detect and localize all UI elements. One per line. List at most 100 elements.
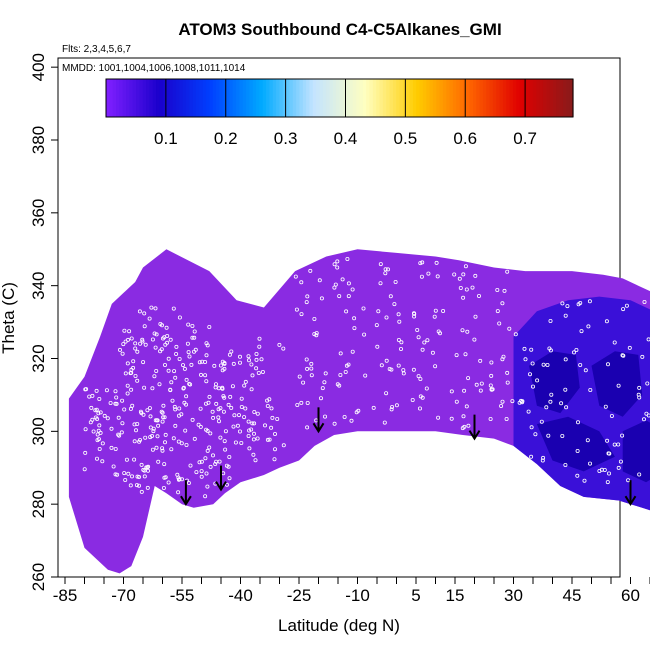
obs-point-620 <box>640 354 645 359</box>
obs-point-24 <box>98 410 103 415</box>
obs-point-383 <box>309 366 314 371</box>
obs-point-1 <box>91 429 96 434</box>
chart-title: ATOM3 Southbound C4-C5Alkanes_GMI <box>178 20 501 39</box>
obs-point-524 <box>489 373 494 378</box>
obs-point-439 <box>398 346 403 351</box>
obs-point-288 <box>222 439 227 444</box>
colorbar-swatch-7 <box>129 79 134 117</box>
obs-point-450 <box>420 347 425 352</box>
colorbar-swatch-61 <box>309 79 314 117</box>
obs-point-529 <box>500 399 505 404</box>
obs-point-164 <box>172 369 177 374</box>
obs-point-157 <box>172 404 177 409</box>
obs-point-133 <box>138 341 143 346</box>
obs-point-321 <box>233 440 238 445</box>
colorbar-swatch-105 <box>456 79 461 117</box>
obs-point-552 <box>529 347 534 352</box>
obs-point-570 <box>587 299 592 304</box>
obs-point-75 <box>128 483 133 488</box>
obs-point-20 <box>105 416 110 421</box>
obs-point-412 <box>332 421 337 426</box>
colorbar-swatch-51 <box>276 79 281 117</box>
colorbar-swatch-79 <box>369 79 374 117</box>
obs-point-331 <box>251 452 256 457</box>
colorbar-swatch-44 <box>252 79 257 117</box>
obs-point-309 <box>246 354 251 359</box>
obs-point-393 <box>335 259 340 264</box>
obs-point-347 <box>257 336 262 341</box>
obs-point-507 <box>473 314 478 319</box>
obs-point-475 <box>437 331 442 336</box>
obs-point-286 <box>207 394 212 399</box>
obs-point-384 <box>293 274 298 279</box>
obs-point-250 <box>184 394 189 399</box>
obs-point-98 <box>140 337 145 342</box>
colorbar-swatch-100 <box>439 79 444 117</box>
obs-point-532 <box>500 301 505 306</box>
obs-point-572 <box>575 473 580 478</box>
obs-point-350 <box>281 443 286 448</box>
obs-point-547 <box>547 346 552 351</box>
colorbar-swatch-59 <box>302 79 307 117</box>
colorbar-swatch-54 <box>286 79 291 117</box>
colorbar <box>105 78 574 118</box>
obs-point-132 <box>159 347 164 352</box>
obs-point-494 <box>462 388 467 393</box>
obs-point-498 <box>462 424 467 429</box>
obs-point-81 <box>115 472 120 477</box>
obs-point-305 <box>235 423 240 428</box>
obs-point-432 <box>396 312 401 317</box>
obs-point-435 <box>389 407 394 412</box>
obs-point-434 <box>383 267 388 272</box>
obs-point-300 <box>242 415 247 420</box>
obs-point-575 <box>588 387 593 392</box>
obs-point-444 <box>387 366 392 371</box>
obs-point-167 <box>161 485 166 490</box>
obs-point-528 <box>497 321 502 326</box>
obs-point-426 <box>388 294 393 299</box>
obs-point-252 <box>190 417 195 422</box>
obs-point-461 <box>430 350 435 355</box>
x-tick-label-1: -70 <box>111 586 136 605</box>
obs-point-106 <box>152 331 157 336</box>
obs-point-40 <box>122 471 127 476</box>
obs-point-256 <box>208 431 213 436</box>
colorbar-swatch-122 <box>512 79 517 117</box>
obs-point-310 <box>247 446 252 451</box>
obs-point-420 <box>397 319 402 324</box>
obs-point-277 <box>216 415 221 420</box>
obs-point-563 <box>576 420 581 425</box>
obs-point-582 <box>574 347 579 352</box>
obs-point-315 <box>237 360 242 365</box>
obs-point-214 <box>199 469 204 474</box>
obs-point-359 <box>259 357 264 362</box>
x-tick-label-3: -40 <box>228 586 253 605</box>
colorbar-swatch-50 <box>272 79 277 117</box>
obs-point-111 <box>142 324 147 329</box>
obs-point-404 <box>342 414 347 419</box>
obs-point-485 <box>461 295 466 300</box>
obs-point-198 <box>177 477 182 482</box>
colorbar-swatch-82 <box>379 79 384 117</box>
colorbar-swatch-63 <box>316 79 321 117</box>
obs-point-197 <box>168 387 173 392</box>
obs-point-508 <box>464 287 469 292</box>
obs-point-581 <box>572 350 577 355</box>
obs-point-356 <box>256 370 261 375</box>
obs-point-357 <box>262 423 267 428</box>
obs-point-539 <box>529 425 534 430</box>
colorbar-swatch-9 <box>136 79 140 117</box>
x-tick-label-2: -55 <box>170 586 195 605</box>
obs-point-183 <box>170 398 175 403</box>
y-tick-label-1: 280 <box>29 490 48 518</box>
obs-point-500 <box>461 272 466 277</box>
colorbar-swatch-126 <box>526 79 531 117</box>
obs-point-530 <box>510 399 515 404</box>
obs-point-491 <box>472 337 477 342</box>
obs-point-283 <box>213 461 218 466</box>
obs-point-628 <box>637 385 642 390</box>
obs-point-526 <box>500 357 505 362</box>
x-tick-label-7: 15 <box>446 586 465 605</box>
obs-point-335 <box>275 416 280 421</box>
obs-point-27 <box>113 446 118 451</box>
